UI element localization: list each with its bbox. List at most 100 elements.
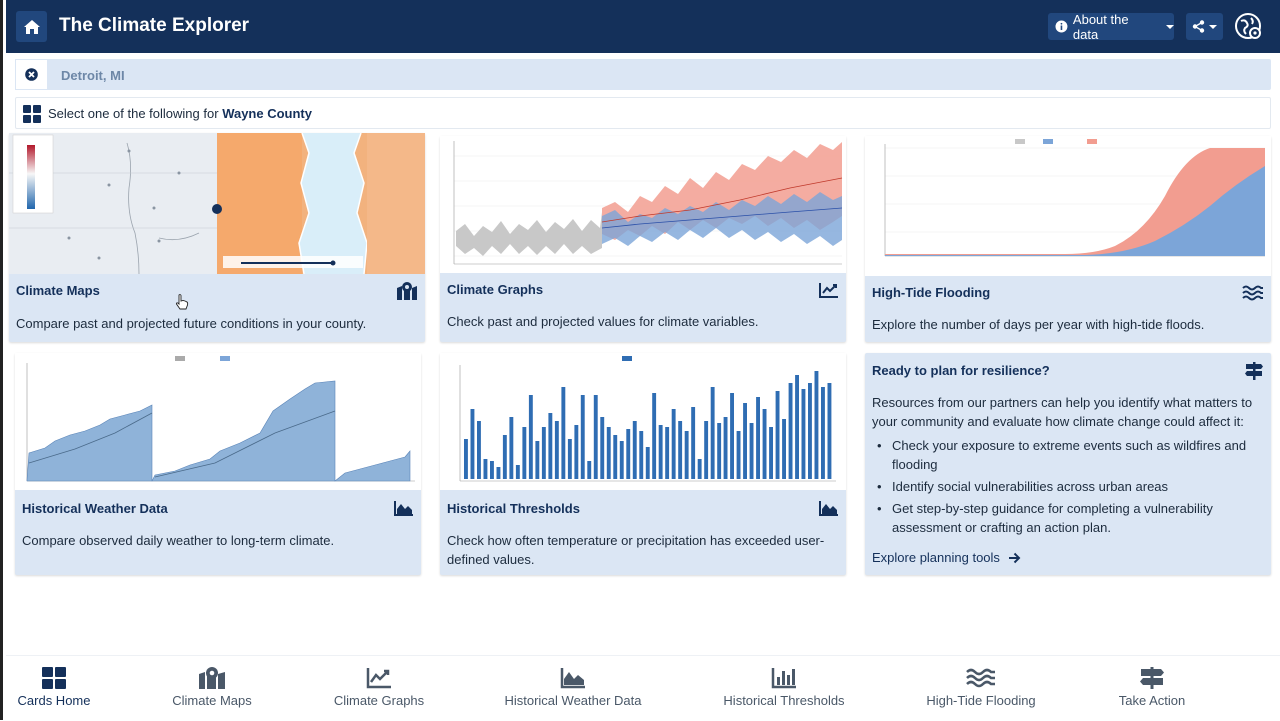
climate-maps-thumbnail — [9, 133, 425, 274]
signpost-icon — [1245, 362, 1263, 380]
nav-take-action[interactable]: Take Action — [1114, 656, 1190, 721]
card-description: Compare observed daily weather to long-t… — [22, 533, 335, 548]
nav-climate-maps[interactable]: Climate Maps — [166, 656, 258, 721]
card-description: Compare past and projected future condit… — [16, 316, 367, 331]
caret-down-icon — [1209, 24, 1217, 29]
thumbnail-bar — [626, 429, 631, 479]
about-data-label: About the data — [1072, 11, 1129, 42]
map-icon — [397, 282, 417, 300]
info-icon — [1055, 20, 1068, 33]
area-chart-icon — [394, 501, 413, 516]
thumbnail-bar — [574, 425, 579, 479]
line-chart-icon — [819, 283, 838, 298]
select-prompt-text: Select one of the following for Wayne Co… — [48, 106, 312, 121]
caret-down-icon — [1166, 24, 1174, 29]
grid-icon — [23, 105, 41, 123]
thumbnail-bar — [684, 431, 689, 479]
thumbnail-bar — [522, 427, 527, 479]
thumbnail-bar — [756, 397, 760, 479]
card-high-tide-flooding[interactable]: High-Tide Flooding Explore the number of… — [865, 136, 1271, 342]
card-description: Check past and projected values for clim… — [447, 314, 759, 329]
thumbnail-bar — [490, 461, 494, 479]
nav-label: High-Tide Flooding — [926, 693, 1036, 708]
location-search-bar[interactable]: Detroit, MI — [15, 59, 1271, 90]
nav-label: Take Action — [1118, 693, 1186, 708]
thumbnail-bar — [743, 403, 747, 479]
location-value: Detroit, MI — [61, 68, 125, 83]
thumbnail-bar — [580, 395, 585, 479]
area-chart-icon — [560, 668, 585, 689]
card-climate-graphs[interactable]: Climate Graphs Check past and projected … — [440, 136, 846, 342]
card-title: Climate Maps — [16, 283, 100, 298]
home-button[interactable] — [16, 11, 47, 42]
list-item: Identify social vulnerabilities across u… — [875, 477, 1260, 496]
thumbnail-bar — [717, 423, 722, 479]
thumbnail-bar — [710, 387, 715, 479]
nav-label: Climate Maps — [172, 693, 252, 708]
thumbnail-bar — [606, 427, 611, 479]
thumbnail-bar — [502, 435, 507, 479]
nav-label: Cards Home — [17, 693, 91, 708]
thumbnail-bar — [704, 421, 709, 479]
nav-label: Historical Weather Data — [504, 693, 642, 708]
card-title: Historical Weather Data — [22, 501, 168, 516]
nav-historical-weather-data[interactable]: Historical Weather Data — [502, 656, 644, 721]
thumbnail-bar — [464, 439, 468, 479]
list-item: Check your exposure to extreme events su… — [875, 436, 1260, 474]
card-historical-weather-data[interactable]: Historical Weather Data Compare observed… — [15, 353, 421, 575]
list-item: Get step-by-step guidance for completing… — [875, 499, 1260, 537]
thumbnail-bar — [736, 431, 741, 479]
thumbnail-bar — [509, 417, 514, 479]
thumbnail-bar — [691, 407, 696, 479]
card-description: Explore the number of days per year with… — [872, 317, 1205, 332]
home-icon — [23, 19, 40, 34]
clear-location-button[interactable] — [15, 59, 48, 90]
thumbnail-bar — [678, 421, 683, 479]
waves-icon — [966, 668, 995, 688]
resilience-bullets: Check your exposure to extreme events su… — [875, 436, 1260, 540]
card-climate-maps[interactable]: Climate Maps Compare past and projected … — [9, 133, 425, 342]
about-data-dropdown[interactable]: About the data — [1048, 11, 1174, 42]
thumbnail-bar — [587, 461, 592, 479]
thumbnail-bar — [795, 375, 799, 479]
card-resilience: Ready to plan for resilience? Resources … — [865, 353, 1271, 575]
share-dropdown[interactable] — [1186, 13, 1223, 40]
signpost-icon — [1140, 667, 1164, 689]
map-icon — [199, 667, 225, 689]
thumbnail-bar — [535, 441, 540, 479]
nav-historical-thresholds[interactable]: Historical Thresholds — [719, 656, 849, 721]
thumbnail-bar — [769, 427, 773, 479]
thumbnail-bar — [619, 441, 624, 479]
arrow-right-icon — [1008, 552, 1021, 563]
thumbnail-bar — [723, 417, 728, 479]
thumbnail-bar — [593, 395, 598, 479]
thumbnail-bar — [801, 389, 806, 479]
card-historical-thresholds[interactable]: Historical Thresholds Check how often te… — [440, 353, 846, 575]
nav-cards-home[interactable]: Cards Home — [14, 656, 94, 721]
nav-climate-graphs[interactable]: Climate Graphs — [328, 656, 430, 721]
thumbnail-bar — [541, 427, 546, 479]
top-navbar: The Climate Explorer About the data — [6, 0, 1280, 53]
globe-settings-button[interactable] — [1234, 12, 1264, 42]
explore-planning-tools-link[interactable]: Explore planning tools — [872, 550, 1021, 565]
historical-weather-thumbnail — [15, 353, 421, 490]
thumbnail-bar — [665, 427, 670, 479]
thumbnail-bar — [827, 383, 832, 479]
thumbnail-bar — [730, 393, 734, 479]
explore-planning-tools-label: Explore planning tools — [872, 550, 1000, 565]
thumbnail-bar — [775, 391, 780, 479]
resilience-body: Resources from our partners can help you… — [872, 395, 1253, 429]
card-title: Climate Graphs — [447, 282, 544, 297]
climate-graphs-thumbnail — [440, 136, 846, 273]
nav-high-tide-flooding[interactable]: High-Tide Flooding — [924, 656, 1038, 721]
thumbnail-bar — [697, 459, 702, 479]
card-select-prompt: Select one of the following for Wayne Co… — [15, 97, 1271, 129]
thumbnail-bar — [496, 467, 501, 479]
thumbnail-bar — [788, 383, 793, 479]
nav-label: Historical Thresholds — [723, 693, 845, 708]
hand-cursor-icon — [175, 294, 189, 310]
waves-icon — [1242, 285, 1263, 301]
card-title: Historical Thresholds — [447, 501, 580, 516]
select-prompt-prefix: Select one of the following for — [48, 106, 219, 121]
